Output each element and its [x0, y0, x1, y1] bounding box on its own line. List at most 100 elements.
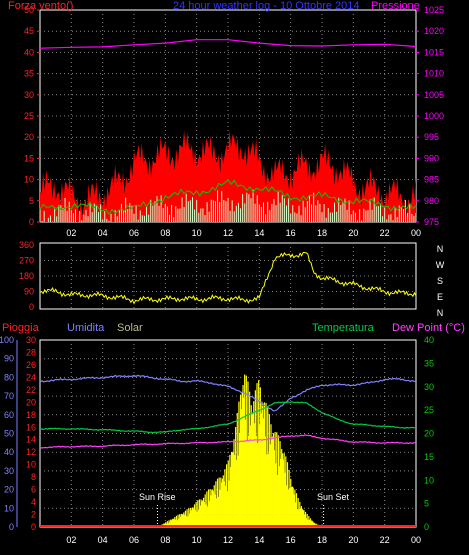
y-tick-humidity: 0 [9, 522, 14, 532]
env-series [39, 374, 417, 527]
y-tick-temp: 40 [424, 335, 434, 345]
solar-label: Solar [117, 322, 143, 334]
direction-series [39, 251, 417, 305]
y-tick-left: 50 [24, 5, 34, 15]
compass-label: S [437, 276, 443, 286]
humidity-line [39, 374, 417, 412]
y-tick-humidity: 20 [4, 485, 14, 495]
x-tick: 08 [160, 535, 170, 545]
x-tick: 14 [254, 228, 264, 238]
y-tick-temp: 5 [424, 499, 429, 509]
y-tick-rain: 12 [26, 447, 36, 457]
wind-direction-line [39, 251, 417, 305]
chart-title: 24 hour weather log - 10 Ottobre 2014 [173, 0, 360, 12]
y-tick-left: 30 [24, 90, 34, 100]
y-tick-left: 45 [24, 26, 34, 36]
y-tick-right: 985 [424, 175, 439, 185]
y-tick-rain: 26 [26, 360, 36, 370]
x-tick: 12 [223, 228, 233, 238]
compass-label: E [437, 292, 443, 302]
x-tick: 22 [380, 228, 390, 238]
y-tick-right: 1025 [424, 5, 444, 15]
temperature-label: Temperatura [312, 322, 375, 334]
y-tick-rain: 10 [26, 460, 36, 470]
y-tick-right: 1015 [424, 47, 444, 57]
y-tick-temp: 30 [424, 382, 434, 392]
y-tick-left: 20 [24, 132, 34, 142]
y-tick-rain: 28 [26, 347, 36, 357]
x-tick: 00 [411, 228, 421, 238]
y-tick-temp: 15 [424, 452, 434, 462]
wind-pressure-chart: 0510152025303540455097598098599099510001… [8, 0, 444, 238]
x-tick: 12 [223, 535, 233, 545]
x-tick: 06 [129, 228, 139, 238]
y-tick-left: 15 [24, 153, 34, 163]
y-tick-right: 980 [424, 196, 439, 206]
compass-label: N [437, 308, 444, 318]
y-tick-rain: 22 [26, 385, 36, 395]
y-tick-rain: 8 [31, 472, 36, 482]
y-tick: 180 [19, 271, 34, 281]
y-tick-humidity: 80 [4, 372, 14, 382]
y-tick-right: 975 [424, 217, 439, 227]
x-tick: 00 [411, 535, 421, 545]
y-tick-rain: 16 [26, 422, 36, 432]
y-tick-left: 5 [29, 196, 34, 206]
env-ticks: 0102030405060708090100024681012141618202… [0, 335, 434, 545]
humidity-temperature-solar-chart: 0102030405060708090100024681012141618202… [0, 322, 465, 545]
x-tick: 16 [286, 228, 296, 238]
x-tick: 08 [160, 228, 170, 238]
y-tick-humidity: 40 [4, 447, 14, 457]
y-tick-right: 1005 [424, 90, 444, 100]
y-tick-right: 995 [424, 132, 439, 142]
wind-axis-label: Forza vento() [8, 0, 73, 12]
dew-point-line [39, 434, 417, 449]
wind-series [39, 39, 417, 222]
x-tick: 02 [66, 535, 76, 545]
y-tick-temp: 25 [424, 405, 434, 415]
x-tick: 04 [98, 535, 108, 545]
x-tick: 20 [348, 535, 358, 545]
y-tick-rain: 14 [26, 435, 36, 445]
x-tick: 18 [317, 228, 327, 238]
humidity-label: Umidita [67, 322, 105, 334]
x-tick: 02 [66, 228, 76, 238]
avg-wind-line [39, 179, 417, 216]
y-tick-left: 10 [24, 175, 34, 185]
y-tick-right: 990 [424, 153, 439, 163]
x-tick: 18 [317, 535, 327, 545]
x-tick: 16 [286, 535, 296, 545]
dew-point-label: Dew Point (°C) [392, 322, 465, 334]
y-tick-humidity: 70 [4, 391, 14, 401]
x-tick: 20 [348, 228, 358, 238]
x-tick: 22 [380, 535, 390, 545]
wind-ticks: 0510152025303540455097598098599099510001… [24, 5, 444, 238]
y-tick-left: 40 [24, 47, 34, 57]
y-tick: 90 [24, 287, 34, 297]
y-tick-temp: 10 [424, 475, 434, 485]
y-tick-left: 25 [24, 111, 34, 121]
y-tick-rain: 20 [26, 397, 36, 407]
y-tick-rain: 2 [31, 510, 36, 520]
y-tick-humidity: 60 [4, 410, 14, 420]
y-tick: 0 [29, 302, 34, 312]
y-tick-right: 1010 [424, 69, 444, 79]
x-tick: 14 [254, 535, 264, 545]
y-tick-temp: 35 [424, 358, 434, 368]
sunrise-annotation: Sun Rise [139, 492, 176, 502]
sunset-annotation: Sun Set [317, 492, 350, 502]
y-tick-temp: 20 [424, 429, 434, 439]
y-tick-rain: 0 [31, 522, 36, 532]
compass-label: W [436, 260, 445, 270]
pressure-axis-label: Pressione [371, 0, 420, 12]
x-tick: 10 [192, 535, 202, 545]
y-tick-left: 35 [24, 69, 34, 79]
y-tick-humidity: 50 [4, 429, 14, 439]
direction-grid [40, 243, 416, 309]
y-tick: 360 [19, 240, 34, 250]
y-tick-left: 0 [29, 217, 34, 227]
x-tick: 04 [98, 228, 108, 238]
